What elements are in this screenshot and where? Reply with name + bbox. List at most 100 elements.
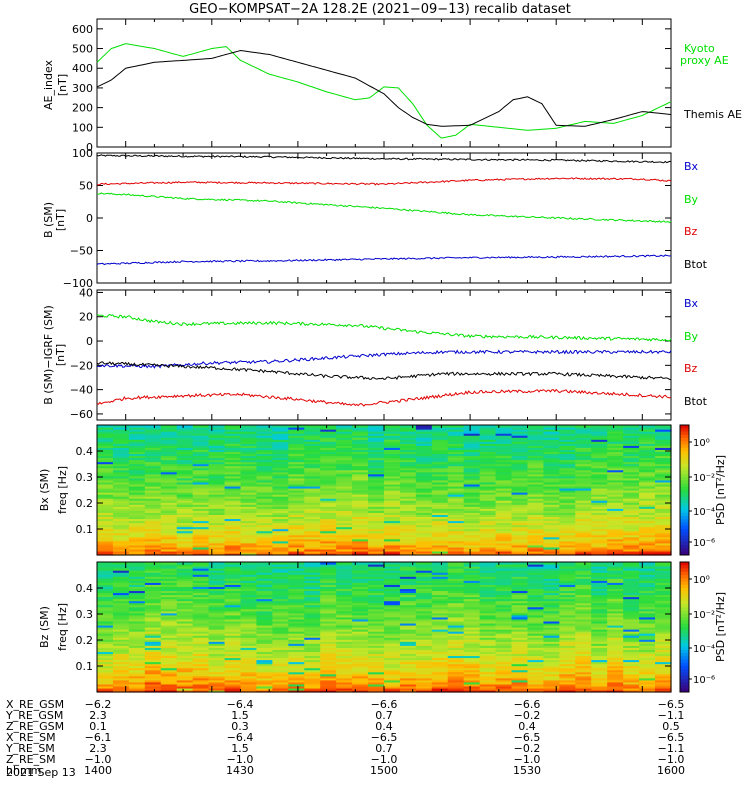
- spectrogram-cell: [208, 663, 226, 667]
- spectrogram-cell: [160, 647, 178, 650]
- spectrogram-cell: [591, 475, 608, 479]
- spectrogram-cell: [591, 669, 608, 673]
- spectrogram-cell: [112, 512, 130, 515]
- spectrogram-cell: [384, 572, 401, 575]
- spectrogram-cell: [320, 681, 337, 685]
- spectrogram-cell: [399, 469, 417, 473]
- spectrogram-cell: [368, 538, 385, 542]
- spectrogram-cell: [112, 635, 130, 638]
- spectrogram-cell: [288, 534, 305, 538]
- spectrogram-cell: [112, 675, 130, 679]
- spectrogram-cell: [495, 570, 513, 573]
- spectrogram-cell: [431, 600, 449, 604]
- spectrogram-cell: [144, 475, 162, 479]
- spectrogram-cell: [288, 467, 305, 471]
- spectrogram-cell: [399, 538, 417, 542]
- spectrogram-cell: [240, 679, 258, 683]
- spectrogram-cell: [352, 492, 369, 495]
- spectrogram-cell: [463, 550, 481, 554]
- spectrogram-cell: [607, 508, 624, 511]
- spectrogram-cell: [176, 465, 194, 469]
- spectrogram-cell: [208, 594, 226, 598]
- spectrogram-cell: [495, 689, 513, 693]
- spectrogram-cell: [527, 618, 545, 622]
- spectrogram-cell: [399, 616, 417, 620]
- spectrogram-cell: [415, 465, 433, 469]
- spectrogram-cell: [655, 588, 672, 592]
- spectrogram-cell: [415, 598, 433, 602]
- spectrogram-cell: [575, 433, 592, 436]
- spectrogram-cell: [128, 574, 146, 577]
- spectrogram-cell: [511, 562, 529, 565]
- spectrogram-cell: [192, 483, 210, 487]
- spectrogram-cell: [336, 629, 353, 632]
- spectrogram-cell: [304, 663, 321, 667]
- spectrogram-cell: [463, 459, 481, 463]
- spectrogram-cell: [176, 457, 194, 461]
- spectrogram-cell: [575, 629, 592, 632]
- spectrogram-cell: [272, 685, 289, 689]
- ae-ylabel: AE_index: [42, 59, 55, 110]
- spectrogram-cell: [128, 504, 146, 507]
- spectrogram-cell: [304, 548, 321, 552]
- spectrogram-cell: [607, 655, 624, 659]
- spectrogram-cell: [160, 526, 178, 530]
- spectrogram-cell: [431, 596, 449, 600]
- spectrogram-cell: [607, 576, 624, 579]
- spectrogram-cell: [463, 542, 481, 546]
- spectrogram-cell: [527, 502, 545, 505]
- spectrogram-cell: [160, 564, 178, 567]
- spectrogram-cell: [208, 485, 226, 489]
- spectrogram-cell: [368, 608, 385, 612]
- spectrogram-cell: [527, 622, 545, 626]
- spectrogram-cell: [511, 665, 529, 669]
- spectrogram-cell: [575, 578, 592, 581]
- spectrogram-cell: [591, 645, 608, 648]
- spectrogram-cell: [559, 520, 576, 524]
- spectrogram-cell: [176, 657, 194, 661]
- spectrogram-cell: [304, 461, 321, 465]
- spectrogram-cell: [240, 633, 258, 636]
- spectrogram-cell: [415, 429, 433, 432]
- spectrogram-cell: [112, 443, 130, 446]
- spectrogram-cell: [591, 534, 608, 538]
- spectrogram-cell: [128, 512, 146, 515]
- spectrogram-cell: [447, 496, 465, 499]
- spectrogram-cell: [288, 492, 305, 495]
- spectrogram-cell: [559, 608, 576, 612]
- spectrogram-cell: [320, 461, 337, 465]
- spectrogram-cell: [559, 498, 576, 501]
- spectrogram-cell: [288, 568, 305, 571]
- spectrogram-cell: [399, 459, 417, 463]
- spectrogram-cell: [463, 463, 481, 467]
- spectrogram-cell: [431, 483, 449, 487]
- spectrogram-cell: [431, 564, 449, 567]
- spectrogram-cell: [639, 518, 656, 522]
- spectrogram-cell: [128, 608, 146, 612]
- spectrogram-cell: [336, 681, 353, 685]
- spectrogram-cell: [128, 524, 146, 528]
- spectrogram-cell: [144, 532, 162, 536]
- spectrogram-cell: [415, 673, 433, 677]
- spectrogram-cell: [384, 627, 401, 630]
- spectrogram-cell: [463, 596, 481, 600]
- spectrogram-cell: [224, 451, 242, 455]
- spectrogram-cell: [288, 459, 305, 463]
- spectrogram-cell: [607, 594, 624, 598]
- spectrogram-cell: [543, 578, 560, 581]
- spectrogram-cell: [320, 637, 337, 640]
- spectrogram-cell: [97, 633, 114, 636]
- spectrogram-cell: [256, 661, 273, 665]
- spectrogram-cell: [527, 657, 545, 661]
- spectrogram-cell: [192, 665, 210, 669]
- spectrogram-cell: [527, 492, 545, 495]
- spectrogram-cell: [304, 485, 321, 489]
- spectrogram-cell: [384, 643, 401, 646]
- spectrogram-cell: [399, 457, 417, 461]
- spectrogram-cell: [240, 429, 258, 432]
- spectrogram-cell: [447, 449, 465, 453]
- spectrogram-cell: [144, 457, 162, 461]
- spectrogram-cell: [288, 651, 305, 655]
- spectrogram-cell: [575, 427, 592, 430]
- spectrogram-cell: [272, 502, 289, 505]
